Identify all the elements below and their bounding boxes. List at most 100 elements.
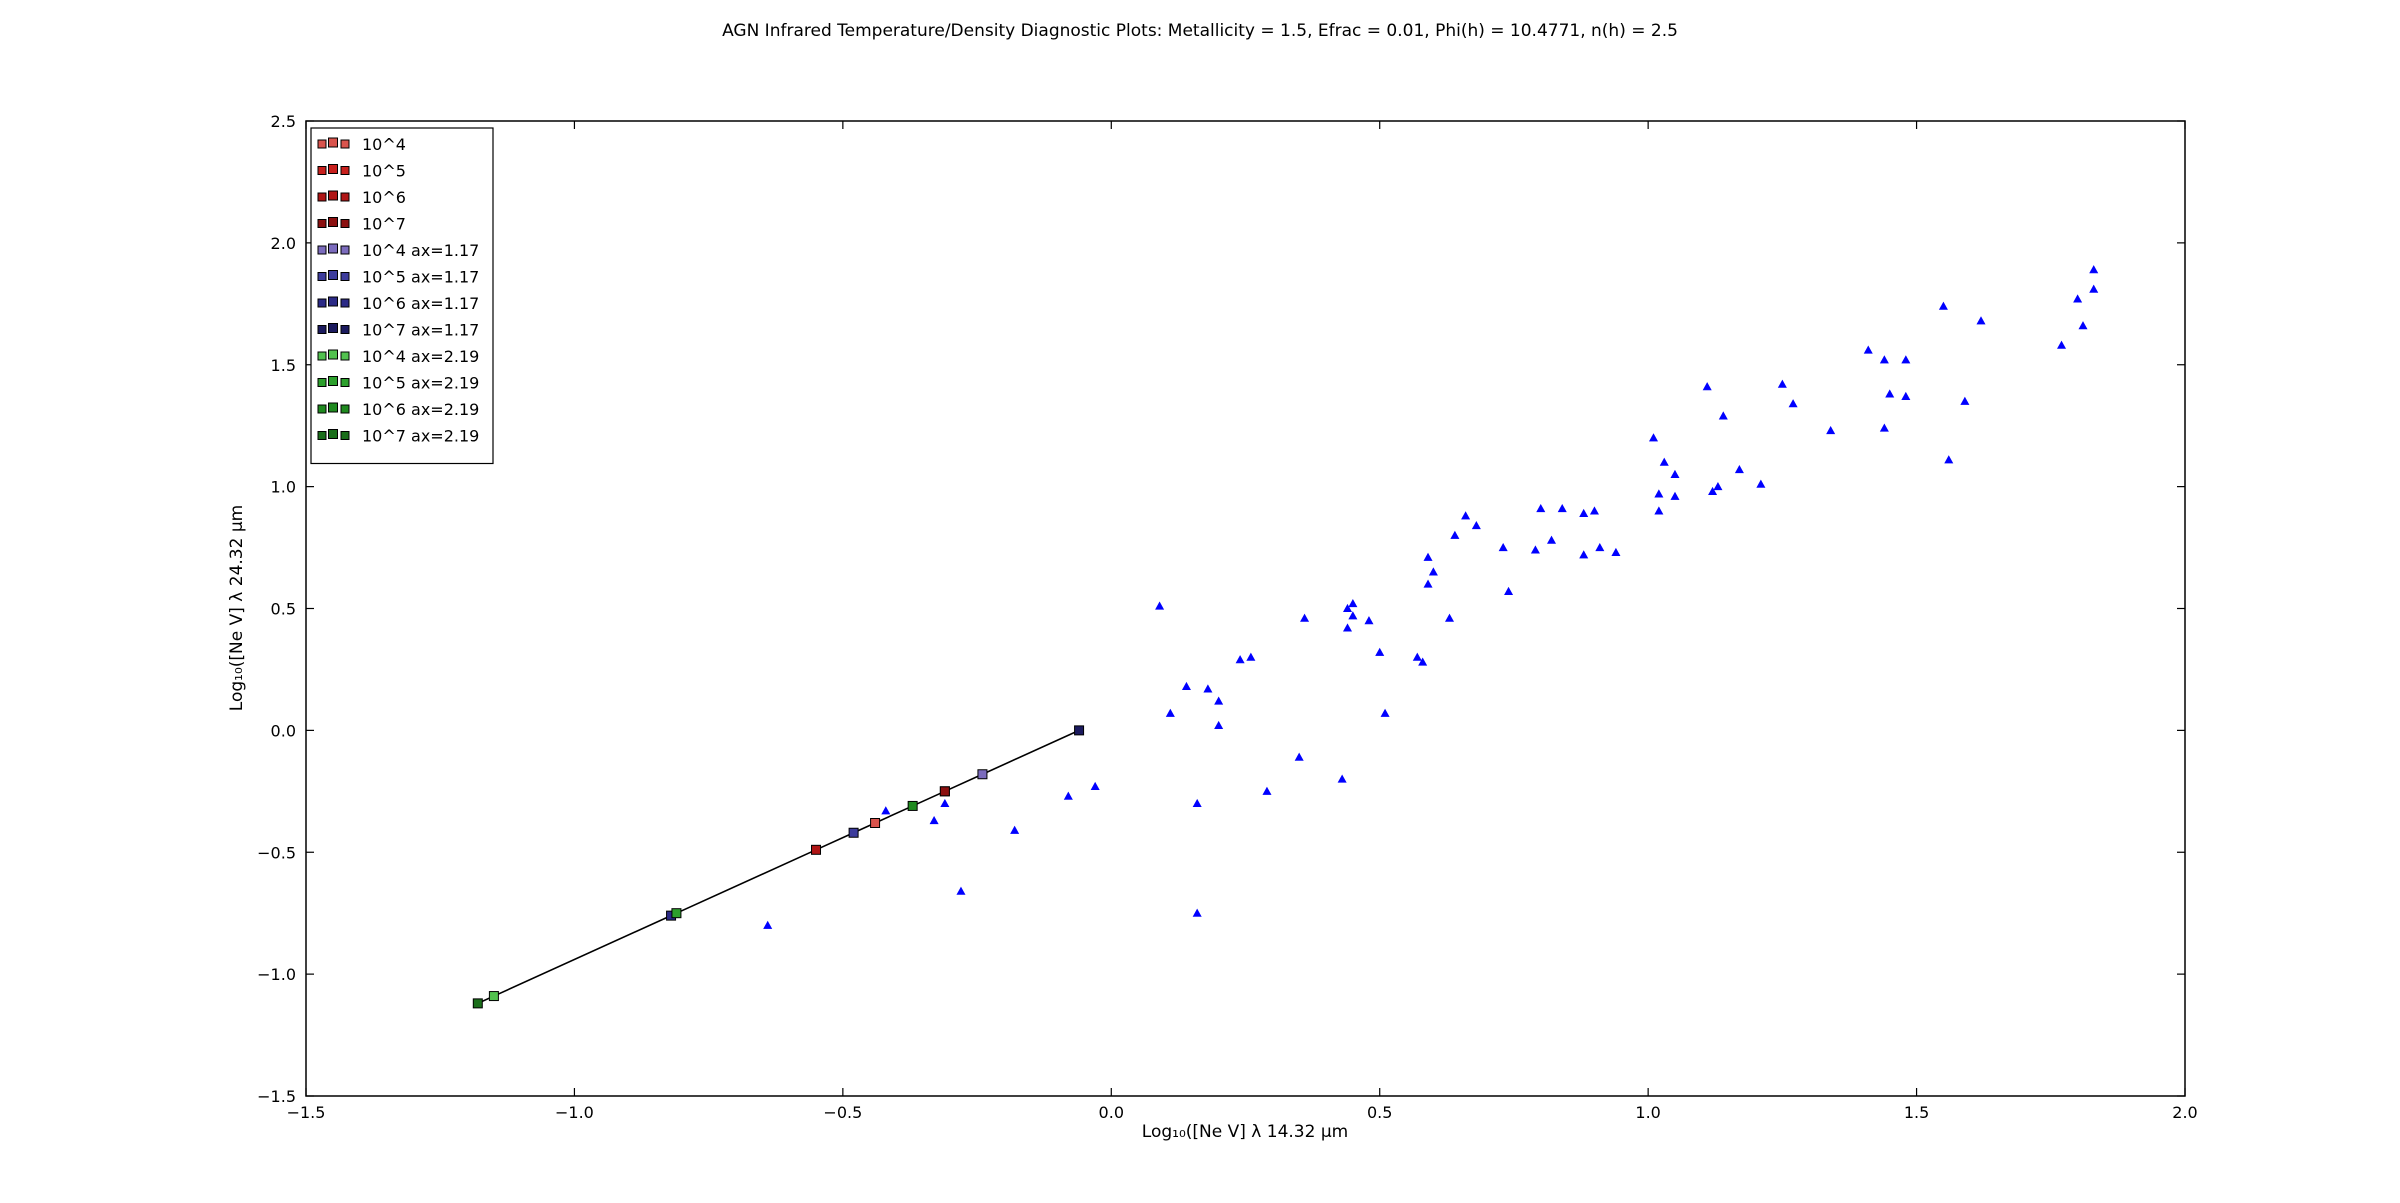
observation-point	[2089, 265, 2099, 274]
model-point	[811, 844, 822, 855]
observation-point	[2089, 284, 2099, 293]
y-tick-label: −1.5	[257, 1087, 296, 1106]
legend-label: 10^6 ax=1.17	[362, 294, 479, 313]
observation-point	[1423, 552, 1433, 561]
x-tick-label: 2.0	[2172, 1103, 2197, 1122]
legend-marker	[328, 137, 338, 148]
y-tick-label: 1.5	[271, 356, 296, 375]
legend-marker	[317, 192, 327, 202]
observation-point	[1976, 316, 1986, 325]
observation-point	[1412, 652, 1422, 661]
model-point	[939, 786, 950, 797]
legend-marker	[328, 296, 338, 307]
observation-point	[1203, 684, 1213, 693]
legend-marker	[317, 351, 327, 361]
chart-title: AGN Infrared Temperature/Density Diagnos…	[722, 21, 1678, 41]
observation-point	[1155, 601, 1165, 610]
legend-label: 10^7	[362, 215, 406, 234]
legend-marker	[340, 404, 350, 414]
observation-point	[1654, 489, 1664, 498]
observation-point	[1418, 657, 1428, 666]
observation-point	[1380, 708, 1390, 717]
observation-point	[1879, 355, 1889, 364]
legend-marker	[340, 139, 350, 149]
observation-point	[1471, 521, 1481, 530]
legend-label: 10^6	[362, 188, 406, 207]
legend-marker	[317, 272, 327, 281]
y-axis-label: Log₁₀([Ne V] λ 24.32 μm	[227, 505, 247, 711]
observation-point	[956, 886, 966, 895]
legend: 10^4 10^5 10^6 10^7 10^4 ax=1.17 10^5 ax=1.17…	[310, 127, 494, 465]
observation-point	[1450, 530, 1460, 539]
observation-point	[1461, 511, 1471, 520]
observation-point	[1960, 396, 1970, 405]
observation-point	[2073, 294, 2083, 303]
observation-point	[1589, 506, 1599, 515]
legend-label: 10^7 ax=2.19	[362, 427, 479, 446]
observation-point	[1536, 503, 1546, 513]
legend-marker	[340, 431, 350, 440]
legend-marker	[340, 272, 350, 281]
observation-point	[1375, 647, 1385, 656]
legend-marker	[328, 217, 338, 227]
observation-point	[1428, 567, 1438, 576]
x-tick-label: −1.5	[287, 1103, 326, 1122]
x-tick-label: 1.5	[1904, 1103, 1929, 1122]
observation-point	[1010, 825, 1020, 834]
legend-marker	[317, 245, 327, 255]
observation-point	[1262, 786, 1272, 795]
observation-point	[1504, 586, 1514, 595]
legend-marker	[317, 404, 327, 414]
observation-point	[1342, 623, 1353, 632]
legend-label: 10^7 ax=1.17	[362, 321, 479, 340]
y-tick-label: 1.0	[271, 478, 296, 497]
y-tick-label: −1.0	[257, 965, 296, 984]
y-tick-label: −0.5	[257, 843, 296, 862]
legend-label: 10^5 ax=2.19	[362, 374, 479, 393]
observation-point	[2078, 321, 2088, 330]
model-point	[472, 998, 483, 1009]
legend-marker	[328, 270, 338, 280]
legend-marker	[317, 166, 327, 175]
legend-marker	[340, 378, 350, 387]
model-point	[907, 800, 918, 811]
legend-label: 10^5 ax=1.17	[362, 268, 479, 287]
observation-point	[1885, 389, 1895, 398]
legend-marker	[340, 325, 350, 334]
observation-point	[1530, 545, 1540, 554]
observation-point	[929, 815, 939, 825]
observation-point	[1654, 506, 1664, 515]
observation-point	[1670, 469, 1680, 478]
legend-marker	[340, 298, 350, 308]
x-tick-label: −0.5	[823, 1103, 862, 1122]
legend-marker	[340, 245, 350, 255]
observation-point	[1579, 550, 1589, 559]
model-point	[848, 827, 859, 838]
observation-point	[1718, 411, 1728, 420]
legend-label: 10^5	[362, 162, 406, 181]
observation-point	[1901, 355, 1911, 364]
observation-point	[1826, 425, 1836, 435]
observation-point	[1788, 399, 1798, 408]
legend-marker	[328, 402, 338, 413]
legend-marker	[317, 139, 327, 149]
observation-point	[1938, 301, 1948, 310]
observation-point	[940, 798, 950, 808]
x-axis: −1.5 −1.0 −0.5 0.0 0.5 1.0 1.5 2.0	[287, 121, 2198, 1122]
observation-point	[1595, 542, 1605, 552]
observation-point	[1879, 423, 1889, 432]
observation-point	[1364, 616, 1374, 625]
legend-marker	[328, 349, 338, 360]
legend-marker	[340, 219, 350, 228]
legend-marker	[328, 243, 338, 254]
observation-point	[1579, 508, 1589, 517]
model-point	[870, 818, 881, 828]
observation-point	[1498, 542, 1508, 552]
observation-point	[1246, 652, 1256, 661]
legend-label: 10^4 ax=2.19	[362, 347, 479, 366]
observation-point	[1702, 382, 1712, 391]
observation-point	[1670, 491, 1680, 500]
legend-label: 10^4	[362, 135, 406, 154]
observation-point	[1337, 774, 1347, 783]
